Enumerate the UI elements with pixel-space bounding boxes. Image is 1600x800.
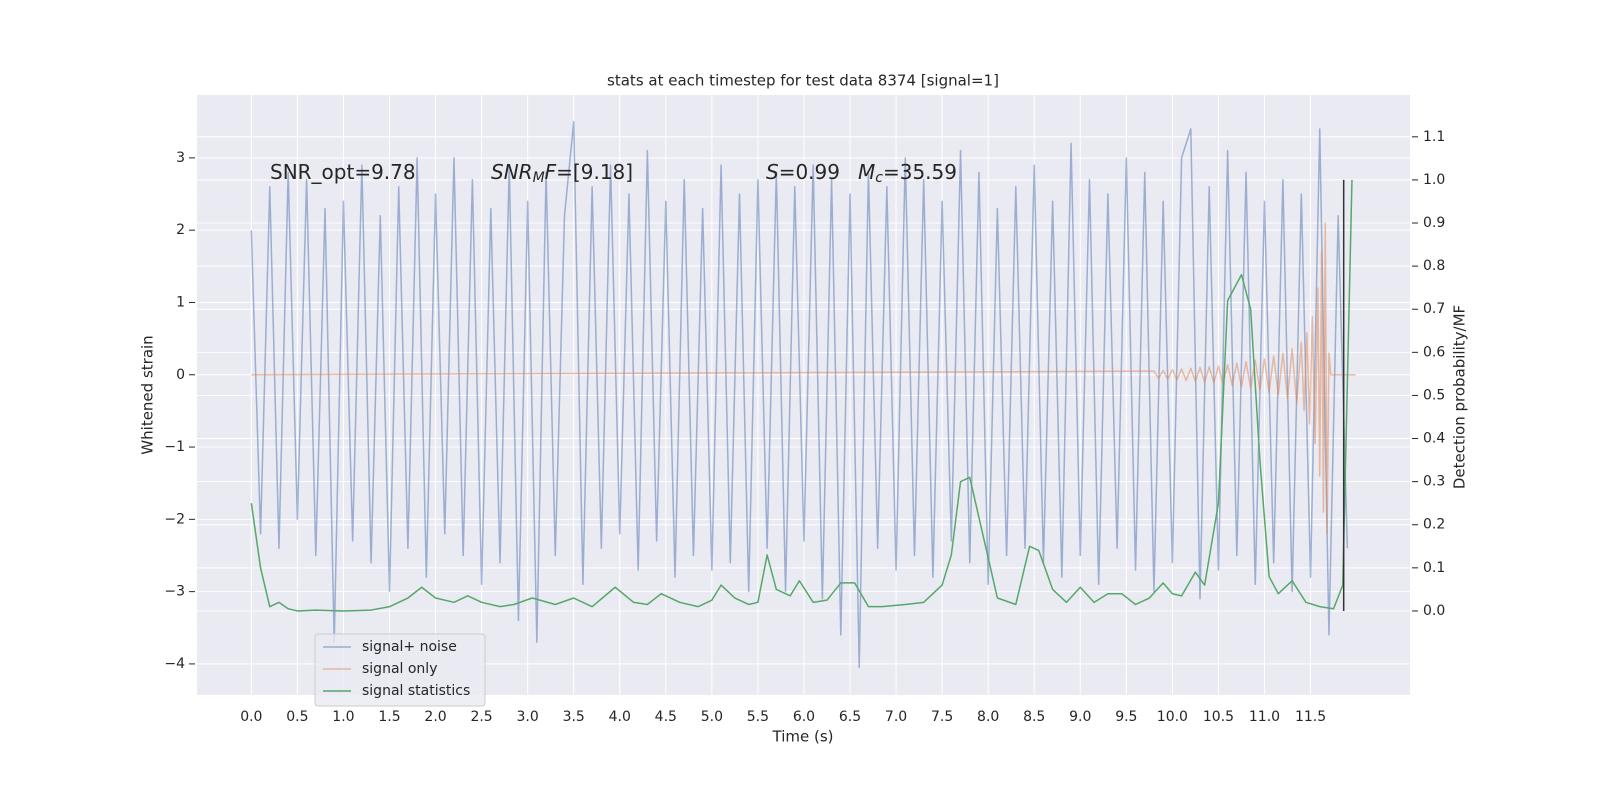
y2-tick-label: 0.4 — [1423, 431, 1445, 447]
x-tick-label: 4.0 — [609, 709, 631, 725]
annotation-part: =[9.18] — [556, 160, 633, 184]
annotation-part: SNR — [491, 160, 533, 184]
series-line — [250, 121, 1349, 669]
y-tick-label: −1 — [164, 439, 185, 455]
x-tick-label: 9.5 — [1115, 709, 1137, 725]
x-tick-label: 4.5 — [655, 709, 677, 725]
x-tick-label: 1.5 — [378, 709, 400, 725]
annotation: Mc=35.59 — [858, 160, 957, 187]
y-tick-label: −4 — [164, 656, 185, 672]
x-tick-label: 0.0 — [240, 709, 262, 725]
series-line — [250, 179, 1353, 612]
x-tick-label: 9.0 — [1069, 709, 1091, 725]
x-tick-label: 1.0 — [332, 709, 354, 725]
chart-title: stats at each timestep for test data 837… — [607, 72, 999, 90]
y2-tick-label: 0.6 — [1423, 344, 1445, 360]
y2-tick-label: 1.1 — [1423, 129, 1445, 145]
annotation: SNR_opt=9.78 — [270, 160, 416, 184]
y2-axis-label: Detection probability/MF — [1451, 305, 1469, 489]
x-tick-label: 8.5 — [1023, 709, 1045, 725]
legend-label: signal+ noise — [362, 639, 457, 655]
y2-tick-label: 1.0 — [1423, 172, 1445, 188]
y2-tick-label: 0.8 — [1423, 258, 1445, 274]
y-tick-label: 1 — [176, 294, 185, 310]
annotation-part: c — [875, 170, 883, 186]
x-tick-label: 11.5 — [1295, 709, 1326, 725]
x-tick-label: 7.5 — [931, 709, 953, 725]
x-tick-label: 2.5 — [470, 709, 492, 725]
legend-box — [314, 633, 486, 707]
legend-label: signal statistics — [362, 683, 470, 699]
y-tick-label: −3 — [164, 584, 185, 600]
x-tick-label: 3.0 — [517, 709, 539, 725]
y2-tick-label: 0.0 — [1423, 603, 1445, 619]
x-tick-label: 11.0 — [1249, 709, 1280, 725]
y-tick-label: 3 — [176, 150, 185, 166]
y2-tick-label: 0.5 — [1423, 387, 1445, 403]
annotation-part: =35.59 — [883, 160, 957, 184]
y-tick-label: −2 — [164, 511, 185, 527]
x-tick-label: 10.0 — [1157, 709, 1188, 725]
annotation: SNRMF=[9.18] — [491, 160, 633, 187]
y2-tick-label: 0.2 — [1423, 517, 1445, 533]
y2-tick-label: 0.7 — [1423, 301, 1445, 317]
annotation-part: =0.99 — [779, 160, 840, 184]
x-tick-label: 5.5 — [747, 709, 769, 725]
x-tick-label: 10.5 — [1203, 709, 1234, 725]
annotation: S=0.99 — [766, 160, 840, 184]
x-tick-label: 6.0 — [793, 709, 815, 725]
annotation-part: F — [545, 160, 557, 184]
series-line — [251, 222, 1356, 535]
annotation-part: S — [766, 160, 779, 184]
x-axis-label: Time (s) — [772, 728, 834, 746]
y2-tick-label: 0.9 — [1423, 215, 1445, 231]
legend-label: signal only — [362, 661, 437, 677]
x-tick-label: 8.0 — [977, 709, 999, 725]
y-tick-label: 2 — [176, 222, 185, 238]
annotation-part: M — [533, 170, 545, 186]
x-tick-label: 5.0 — [701, 709, 723, 725]
x-tick-label: 7.0 — [885, 709, 907, 725]
y2-tick-label: 0.3 — [1423, 474, 1445, 490]
x-tick-label: 3.5 — [563, 709, 585, 725]
y2-tick-label: 0.1 — [1423, 560, 1445, 576]
annotation-part: SNR_opt=9.78 — [270, 160, 416, 184]
x-tick-label: 0.5 — [286, 709, 308, 725]
annotation-part: M — [858, 160, 875, 184]
y-axis-label: Whitened strain — [139, 335, 157, 454]
x-tick-label: 6.5 — [839, 709, 861, 725]
x-tick-label: 2.0 — [424, 709, 446, 725]
y-tick-label: 0 — [176, 367, 185, 383]
